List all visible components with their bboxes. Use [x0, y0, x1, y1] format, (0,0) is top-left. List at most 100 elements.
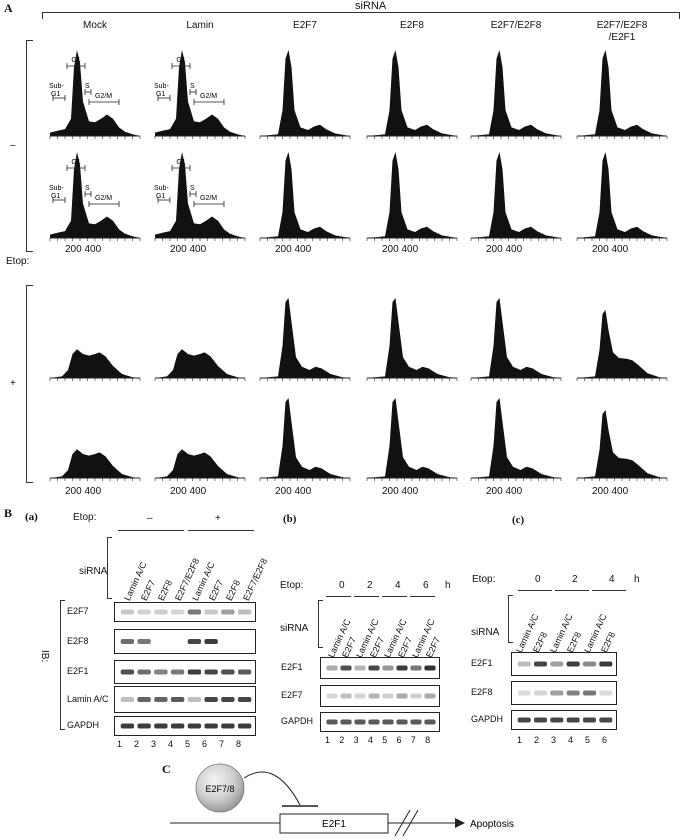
band	[170, 669, 185, 675]
histogram-area	[471, 398, 561, 478]
etop-label-bc: Etop:	[472, 574, 496, 585]
histogram-area	[471, 298, 561, 378]
timepoint-bc-2: 4	[609, 574, 615, 585]
lane-label-ba-5: E2F7	[207, 578, 226, 603]
band	[137, 639, 151, 644]
blot-bb-0	[320, 657, 440, 679]
x-ticks-label: 200 400	[170, 244, 207, 255]
band	[237, 697, 252, 702]
lane-number-bc: 3	[551, 735, 557, 745]
lane-number-bb: 1	[325, 735, 331, 745]
blot-ba-3	[114, 686, 256, 713]
histogram-area	[577, 410, 667, 478]
band	[396, 719, 408, 725]
lane-number-ba: 1	[117, 739, 123, 749]
row-label-ba-1: E2F8	[67, 635, 89, 646]
x-ticks-label: 200 400	[170, 486, 207, 497]
histogram-2-4	[470, 298, 562, 381]
histogram-3-0	[49, 449, 141, 481]
lane-number-ba: 5	[185, 739, 191, 749]
band	[368, 693, 380, 699]
sub-g1-label: Sub-	[49, 83, 64, 90]
band	[204, 669, 218, 675]
row-label-bb-2: GAPDH	[281, 716, 314, 726]
band	[550, 661, 564, 667]
band	[424, 693, 436, 699]
histogram-1-3	[366, 152, 458, 241]
histogram-1-2	[259, 152, 351, 241]
band	[154, 697, 168, 702]
band	[154, 669, 168, 675]
panel-a-letter: A	[4, 1, 13, 15]
g2m-label: G2/M	[95, 93, 112, 100]
etop-minus-label: –	[10, 140, 16, 151]
band	[410, 719, 422, 725]
band	[204, 639, 218, 644]
etop-plus-ba: +	[215, 513, 221, 524]
band	[340, 693, 352, 699]
histogram-area	[577, 50, 667, 136]
x-ticks-label: 200 400	[486, 486, 523, 497]
band	[517, 661, 531, 667]
timepoint-bc-1: 2	[572, 574, 578, 585]
timepoint-line-bc	[518, 590, 552, 591]
histogram-area	[260, 152, 350, 238]
band	[137, 609, 151, 615]
histogram-area	[577, 152, 667, 238]
blot-bc-1	[511, 681, 617, 705]
band	[550, 690, 564, 696]
lane-label-ba-1: E2F7	[139, 578, 158, 603]
histogram-area	[155, 152, 245, 238]
sirna-bracket-bc	[508, 595, 513, 643]
blot-ba-2	[114, 660, 256, 684]
band	[517, 690, 531, 696]
repressor-sphere	[195, 763, 245, 813]
column-label-line: E2F8	[400, 20, 424, 31]
band	[120, 639, 135, 644]
g2m-label: G2/M	[200, 93, 217, 100]
blot-ba-2-bands	[120, 669, 252, 675]
sub-g1-label: Sub-	[154, 185, 169, 192]
blot-bb-2	[320, 712, 440, 732]
histogram-area	[155, 50, 245, 136]
band	[221, 609, 235, 615]
timepoint-line-bb	[410, 596, 435, 597]
band	[550, 717, 564, 723]
lane-number-bb: 2	[339, 735, 345, 745]
lane-number-ba: 7	[219, 739, 225, 749]
band	[204, 723, 218, 729]
band	[204, 609, 218, 615]
x-ticks-label: 200 400	[486, 244, 523, 255]
band	[354, 719, 366, 725]
sirna-header-bracket	[42, 12, 680, 19]
slash-1	[394, 809, 411, 837]
etop-minus-ba: –	[147, 513, 153, 524]
x-ticks-label: 200 400	[592, 486, 629, 497]
lane-number-bc: 1	[517, 735, 523, 745]
outcome-label: Apoptosis	[470, 819, 514, 830]
row-label-bc-0: E2F1	[471, 658, 493, 668]
histogram-area	[471, 152, 561, 238]
row-label-ba-2: E2F1	[67, 666, 89, 676]
band	[170, 609, 185, 615]
band	[237, 609, 252, 615]
band	[382, 719, 394, 725]
g1-label: G1	[176, 57, 185, 64]
ib-label: IB:	[39, 650, 50, 663]
g2m-label: G2/M	[95, 195, 112, 202]
histogram-3-3	[366, 398, 458, 481]
column-label-line: E2F7/E2F8	[490, 20, 542, 31]
lane-number-ba: 2	[134, 739, 140, 749]
band	[154, 609, 168, 615]
histogram-area	[367, 398, 457, 478]
band	[424, 719, 436, 725]
lane-number-bb: 3	[353, 735, 359, 745]
histogram-2-0	[49, 349, 141, 381]
histogram-3-2	[259, 398, 351, 481]
band	[396, 693, 408, 699]
sirna-header: siRNA	[355, 0, 387, 12]
s-label: S	[85, 83, 90, 90]
histogram-3-5	[576, 410, 668, 481]
band	[533, 690, 548, 696]
